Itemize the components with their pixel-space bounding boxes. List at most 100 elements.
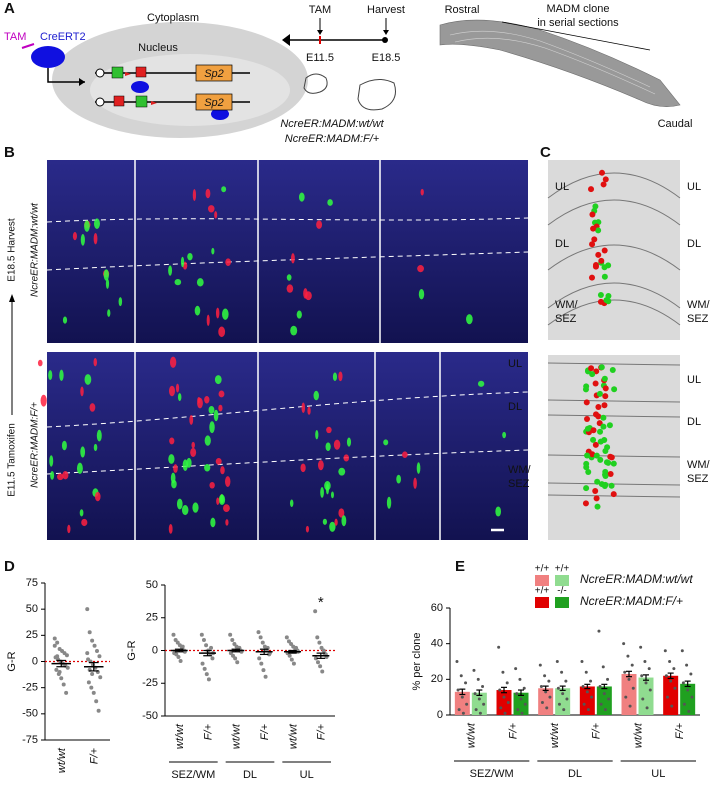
cell-dot <box>597 292 604 299</box>
data-point <box>318 664 323 669</box>
data-point <box>204 672 209 677</box>
cell <box>327 199 333 206</box>
cell-dot <box>598 364 605 371</box>
cell <box>334 518 338 526</box>
cell <box>300 463 306 473</box>
data-point <box>61 682 66 687</box>
cell <box>103 269 109 281</box>
cell <box>305 525 310 533</box>
cell-dot <box>607 470 614 477</box>
data-point <box>291 661 296 666</box>
data-point <box>597 629 601 633</box>
cell-dot <box>588 274 595 281</box>
data-point <box>514 667 518 671</box>
cell-dot <box>602 393 609 400</box>
micrograph <box>47 352 528 540</box>
data-point <box>456 688 460 692</box>
cell-dot <box>595 251 602 258</box>
data-point <box>284 635 289 640</box>
data-point <box>599 702 603 706</box>
data-point <box>54 667 59 672</box>
data-point <box>641 697 645 701</box>
data-point <box>263 674 268 679</box>
data-point <box>663 649 667 653</box>
data-point <box>91 690 96 695</box>
data-point <box>460 695 464 699</box>
data-point <box>519 697 523 701</box>
bar <box>596 686 612 715</box>
cell-dot <box>601 273 608 280</box>
data-point <box>97 654 102 659</box>
legend-swatch-label: -/- <box>557 586 566 597</box>
cell-dot <box>600 423 607 430</box>
data-point <box>287 653 292 658</box>
group-label: DL <box>568 768 582 780</box>
creert2-label: CreERT2 <box>40 31 86 43</box>
cell-dot <box>584 452 591 459</box>
data-point <box>665 695 669 699</box>
cell-dot <box>592 487 599 494</box>
cell <box>220 493 224 504</box>
data-point <box>316 660 320 665</box>
cell <box>343 454 350 462</box>
data-point <box>639 645 643 649</box>
x-tick-label: wt/wt <box>287 723 299 749</box>
cell <box>333 439 341 450</box>
cell <box>301 402 306 414</box>
data-point <box>87 630 92 635</box>
tam-label: TAM <box>4 31 26 43</box>
micrographs <box>37 160 529 540</box>
cell <box>40 394 47 407</box>
y-tick-label: 40 <box>431 638 443 650</box>
genotype: NcreER:MADM:wt/wt <box>280 118 384 130</box>
cell-dot <box>590 225 597 232</box>
cell <box>96 429 102 442</box>
cell <box>307 406 311 415</box>
cell <box>107 309 111 317</box>
rostral-label: Rostral <box>445 4 480 16</box>
cell <box>175 383 180 393</box>
x-tick-label: wt/wt <box>549 722 561 748</box>
cell-dot <box>607 453 614 460</box>
clone-reconstructions <box>547 160 681 540</box>
cell <box>192 502 199 513</box>
bar <box>663 675 679 715</box>
data-point <box>499 706 503 710</box>
data-point <box>539 684 543 688</box>
cell-dot <box>594 503 601 510</box>
cell-dot <box>593 495 600 502</box>
x-tick-label: F/+ <box>316 723 328 740</box>
y-tick-label: -25 <box>142 677 158 689</box>
cell-dot <box>602 385 609 392</box>
data-point <box>556 686 560 690</box>
x-tick-label: wt/wt <box>466 722 478 748</box>
cell <box>168 523 173 534</box>
legend-entry: NcreER:MADM:F/+ <box>580 594 683 608</box>
cell-dot <box>606 422 613 429</box>
cell <box>386 496 392 509</box>
cell-dot <box>601 402 608 409</box>
cell-dot <box>595 403 602 410</box>
cell <box>50 471 55 480</box>
data-point <box>55 654 60 659</box>
data-point <box>261 668 266 673</box>
bar <box>680 683 696 715</box>
section-line <box>547 199 681 226</box>
cell-dot <box>610 491 617 498</box>
section-line <box>547 244 681 271</box>
cell-dot <box>610 460 617 467</box>
cell-dot <box>594 478 601 485</box>
cell <box>330 491 334 499</box>
data-point <box>585 690 589 694</box>
panel-a-schematic <box>21 18 681 138</box>
data-point <box>206 677 211 682</box>
cell-dot <box>589 241 596 248</box>
data-point <box>686 688 690 692</box>
y-tick-label: 50 <box>146 579 158 591</box>
cell <box>209 421 215 434</box>
cell-dot <box>609 366 616 373</box>
row-genotype: NcreER:MADM:wt/wt <box>30 202 41 297</box>
section-line <box>547 172 681 199</box>
cell <box>325 442 331 451</box>
cell-dot <box>583 460 590 467</box>
